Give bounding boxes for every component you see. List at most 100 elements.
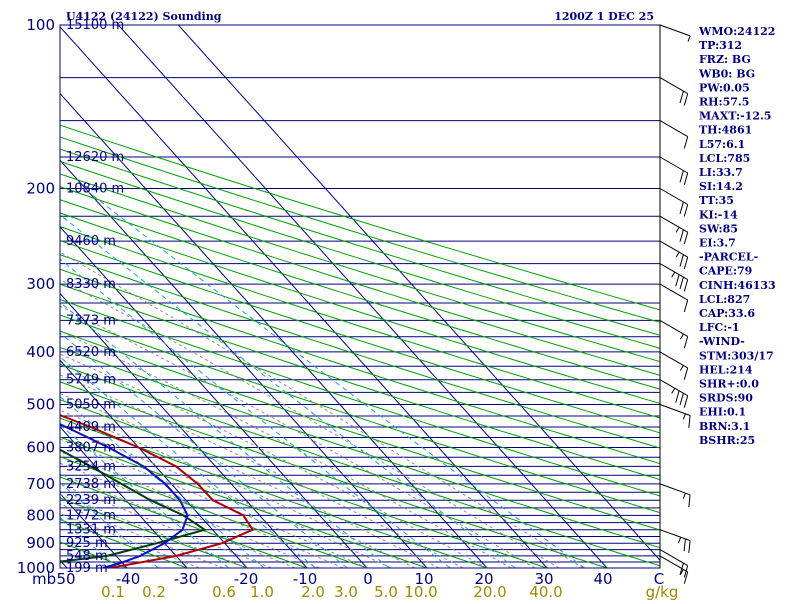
dry-adiabat-line <box>60 160 660 349</box>
dry-adiabat-line <box>60 346 660 549</box>
wind-barb-shaft <box>659 263 688 281</box>
wind-barb-flag <box>683 395 689 408</box>
pressure-label-1000: 1000 <box>17 559 55 577</box>
isotherm-line <box>177 25 660 561</box>
wind-barb-flag <box>683 565 689 578</box>
temperature-trace <box>60 414 255 568</box>
stability-index-item: EHI:0.1 <box>699 406 746 419</box>
temperature-unit-label: C <box>654 570 664 588</box>
moist-adiabat-line <box>60 353 488 568</box>
wind-barb <box>659 188 689 217</box>
pressure-label-200: 200 <box>26 180 55 198</box>
mixing-ratio-label: 0.6 <box>212 583 236 600</box>
wind-barb-half-flag <box>687 35 691 42</box>
wind-barb <box>659 483 691 508</box>
height-label: 4409 m <box>66 420 116 435</box>
wind-barb-half-flag <box>682 413 686 420</box>
moist-adiabat-line <box>60 512 200 568</box>
dewpoint-trace <box>60 448 208 563</box>
wind-barb-shaft <box>659 379 688 397</box>
wind-barb <box>659 263 689 292</box>
dry-adiabat-line <box>60 124 660 311</box>
mixing-ratio-label: 0.2 <box>142 583 166 600</box>
wind-barb-flag <box>683 279 689 292</box>
height-label: 10840 m <box>66 182 124 197</box>
wind-barb-flag <box>675 274 680 287</box>
mixing-ratio-label: 0.1 <box>101 583 125 600</box>
isotherm-line <box>60 359 248 568</box>
height-label: 6520 m <box>66 345 116 360</box>
wind-barb-half-flag <box>679 569 684 575</box>
stability-index-item: BRN:3.1 <box>699 420 750 433</box>
temperature-label: 40 <box>593 570 612 588</box>
height-label: 1331 m <box>66 523 116 538</box>
wind-barb-shaft <box>659 215 688 233</box>
stability-index-item: LI:33.7 <box>699 166 743 179</box>
wind-barb-flag <box>688 415 691 428</box>
stability-index-item: RH:57.5 <box>699 96 749 109</box>
temperature-label: -20 <box>234 570 259 588</box>
moist-adiabat-line <box>60 409 416 568</box>
dry-adiabat-line <box>60 399 548 568</box>
dry-adiabat-line <box>60 254 660 449</box>
mixing-ratio-label: 5.0 <box>374 583 398 600</box>
wind-barb <box>659 555 689 584</box>
stability-index-item: STM:303/17 <box>699 349 774 362</box>
mixing-ratio-line <box>60 332 348 568</box>
stability-index-item: L57:6.1 <box>699 138 745 151</box>
stability-index-item: TH:4861 <box>699 124 752 137</box>
wind-barb-half-flag <box>678 537 682 543</box>
wind-barb-flag <box>679 90 684 104</box>
mixing-ratio-label: 3.0 <box>334 583 358 600</box>
mixing-ratio-line <box>60 301 390 568</box>
stability-index-item: SI:14.2 <box>699 180 743 193</box>
dry-adiabat-line <box>60 330 660 531</box>
isotherm-line <box>60 92 488 568</box>
dry-adiabat-line <box>60 268 660 465</box>
mixing-ratio-label: 2.0 <box>301 583 325 600</box>
wind-barb-flag <box>679 254 684 267</box>
moist-adiabat-line <box>60 330 512 568</box>
moist-adiabat-line <box>60 451 344 568</box>
stability-index-item: EI:3.7 <box>699 237 736 250</box>
wind-barb <box>659 215 689 245</box>
isotherm-line <box>60 426 188 568</box>
pressure-unit-label: mb <box>32 570 56 588</box>
isotherm-line <box>117 25 608 568</box>
wind-barb-flag <box>679 201 684 215</box>
temperature-label: -40 <box>116 570 141 588</box>
wind-barb <box>659 549 689 578</box>
dry-adiabat-line <box>60 436 428 568</box>
height-label: 15100 m <box>66 18 124 33</box>
height-label: 5050 m <box>66 398 116 413</box>
stability-index-item: LCL:827 <box>699 293 750 306</box>
station-title: U4122 (24122) Sounding <box>66 10 222 23</box>
dry-adiabat-line <box>60 199 660 390</box>
grid-layer <box>60 25 660 568</box>
dry-adiabat-line <box>60 518 188 568</box>
wind-barb-flag <box>683 93 689 106</box>
dry-adiabat-line <box>60 136 660 323</box>
moist-adiabat-line <box>60 503 224 568</box>
height-label: 7373 m <box>66 313 116 328</box>
temperature-label: 0 <box>363 570 373 588</box>
wind-barb-flag <box>688 494 691 508</box>
height-label: 1772 m <box>66 508 116 523</box>
wind-barb-shaft <box>659 240 688 258</box>
temperature-label: -10 <box>293 570 318 588</box>
temperature-label: -30 <box>174 570 199 588</box>
wind-barb <box>659 77 689 106</box>
wind-barb-half-flag <box>679 333 684 340</box>
stability-index-item: LCL:785 <box>699 152 750 165</box>
height-label: 199 m <box>66 561 108 576</box>
pressure-label-700: 700 <box>26 475 55 493</box>
dry-adiabat-line <box>60 186 660 376</box>
wind-barb-half-flag <box>675 251 680 258</box>
wind-barb <box>659 283 689 313</box>
stability-index-item: SRDS:90 <box>699 392 753 405</box>
height-label: 925 m <box>66 536 108 551</box>
